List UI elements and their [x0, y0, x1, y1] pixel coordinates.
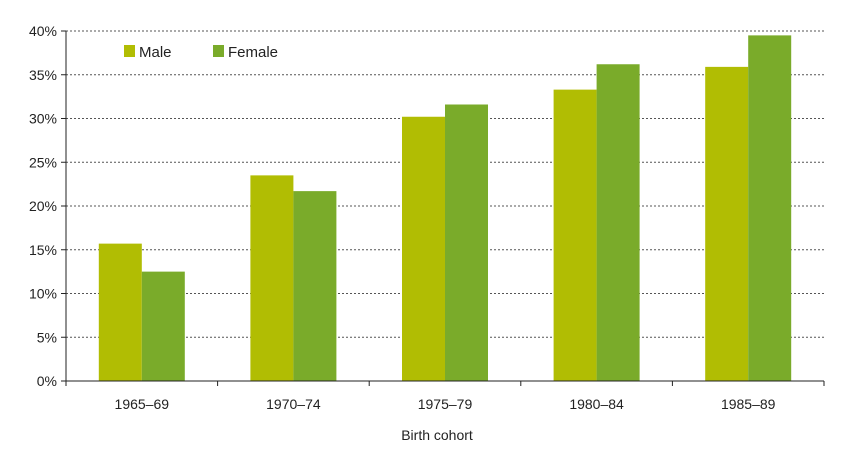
bar-female-2 [445, 104, 488, 381]
x-axis-categories: 1965–69 1970–74 1975–79 1980–84 1985–89 [115, 396, 776, 412]
y-tick-label: 15% [29, 242, 57, 258]
bar-female-3 [596, 64, 640, 381]
x-category-label: 1970–74 [266, 396, 321, 412]
legend-label-male: Male [139, 44, 172, 61]
bar-male-3 [553, 89, 597, 381]
y-tick-label: 0% [37, 373, 57, 389]
y-tick-label: 10% [29, 286, 57, 302]
y-tick-label: 20% [29, 198, 57, 214]
x-category-label: 1965–69 [115, 396, 170, 412]
y-tick-label: 5% [37, 329, 57, 345]
bar-female-0 [141, 271, 185, 381]
bar-female-1 [293, 191, 337, 381]
legend-swatch-female [213, 45, 224, 57]
legend-label-female: Female [228, 44, 278, 61]
x-category-label: 1985–89 [721, 396, 776, 412]
bar-male-1 [250, 175, 294, 381]
x-axis-title: Birth cohort [401, 427, 473, 443]
y-tick-label: 30% [29, 111, 57, 127]
x-category-label: 1975–79 [418, 396, 473, 412]
y-tick-label: 25% [29, 154, 57, 170]
bar-male-2 [402, 116, 445, 381]
y-axis-ticks: 0% 5% 10% 15% 20% 25% 30% 35% 40% [29, 23, 66, 389]
x-category-label: 1980–84 [569, 396, 624, 412]
bars [98, 35, 792, 381]
bar-female-4 [748, 35, 792, 381]
bar-male-0 [98, 243, 142, 381]
legend-swatch-male [124, 45, 135, 57]
y-tick-label: 35% [29, 67, 57, 83]
bar-male-4 [705, 66, 749, 381]
y-tick-label: 40% [29, 23, 57, 39]
legend: Male Female [124, 44, 278, 61]
